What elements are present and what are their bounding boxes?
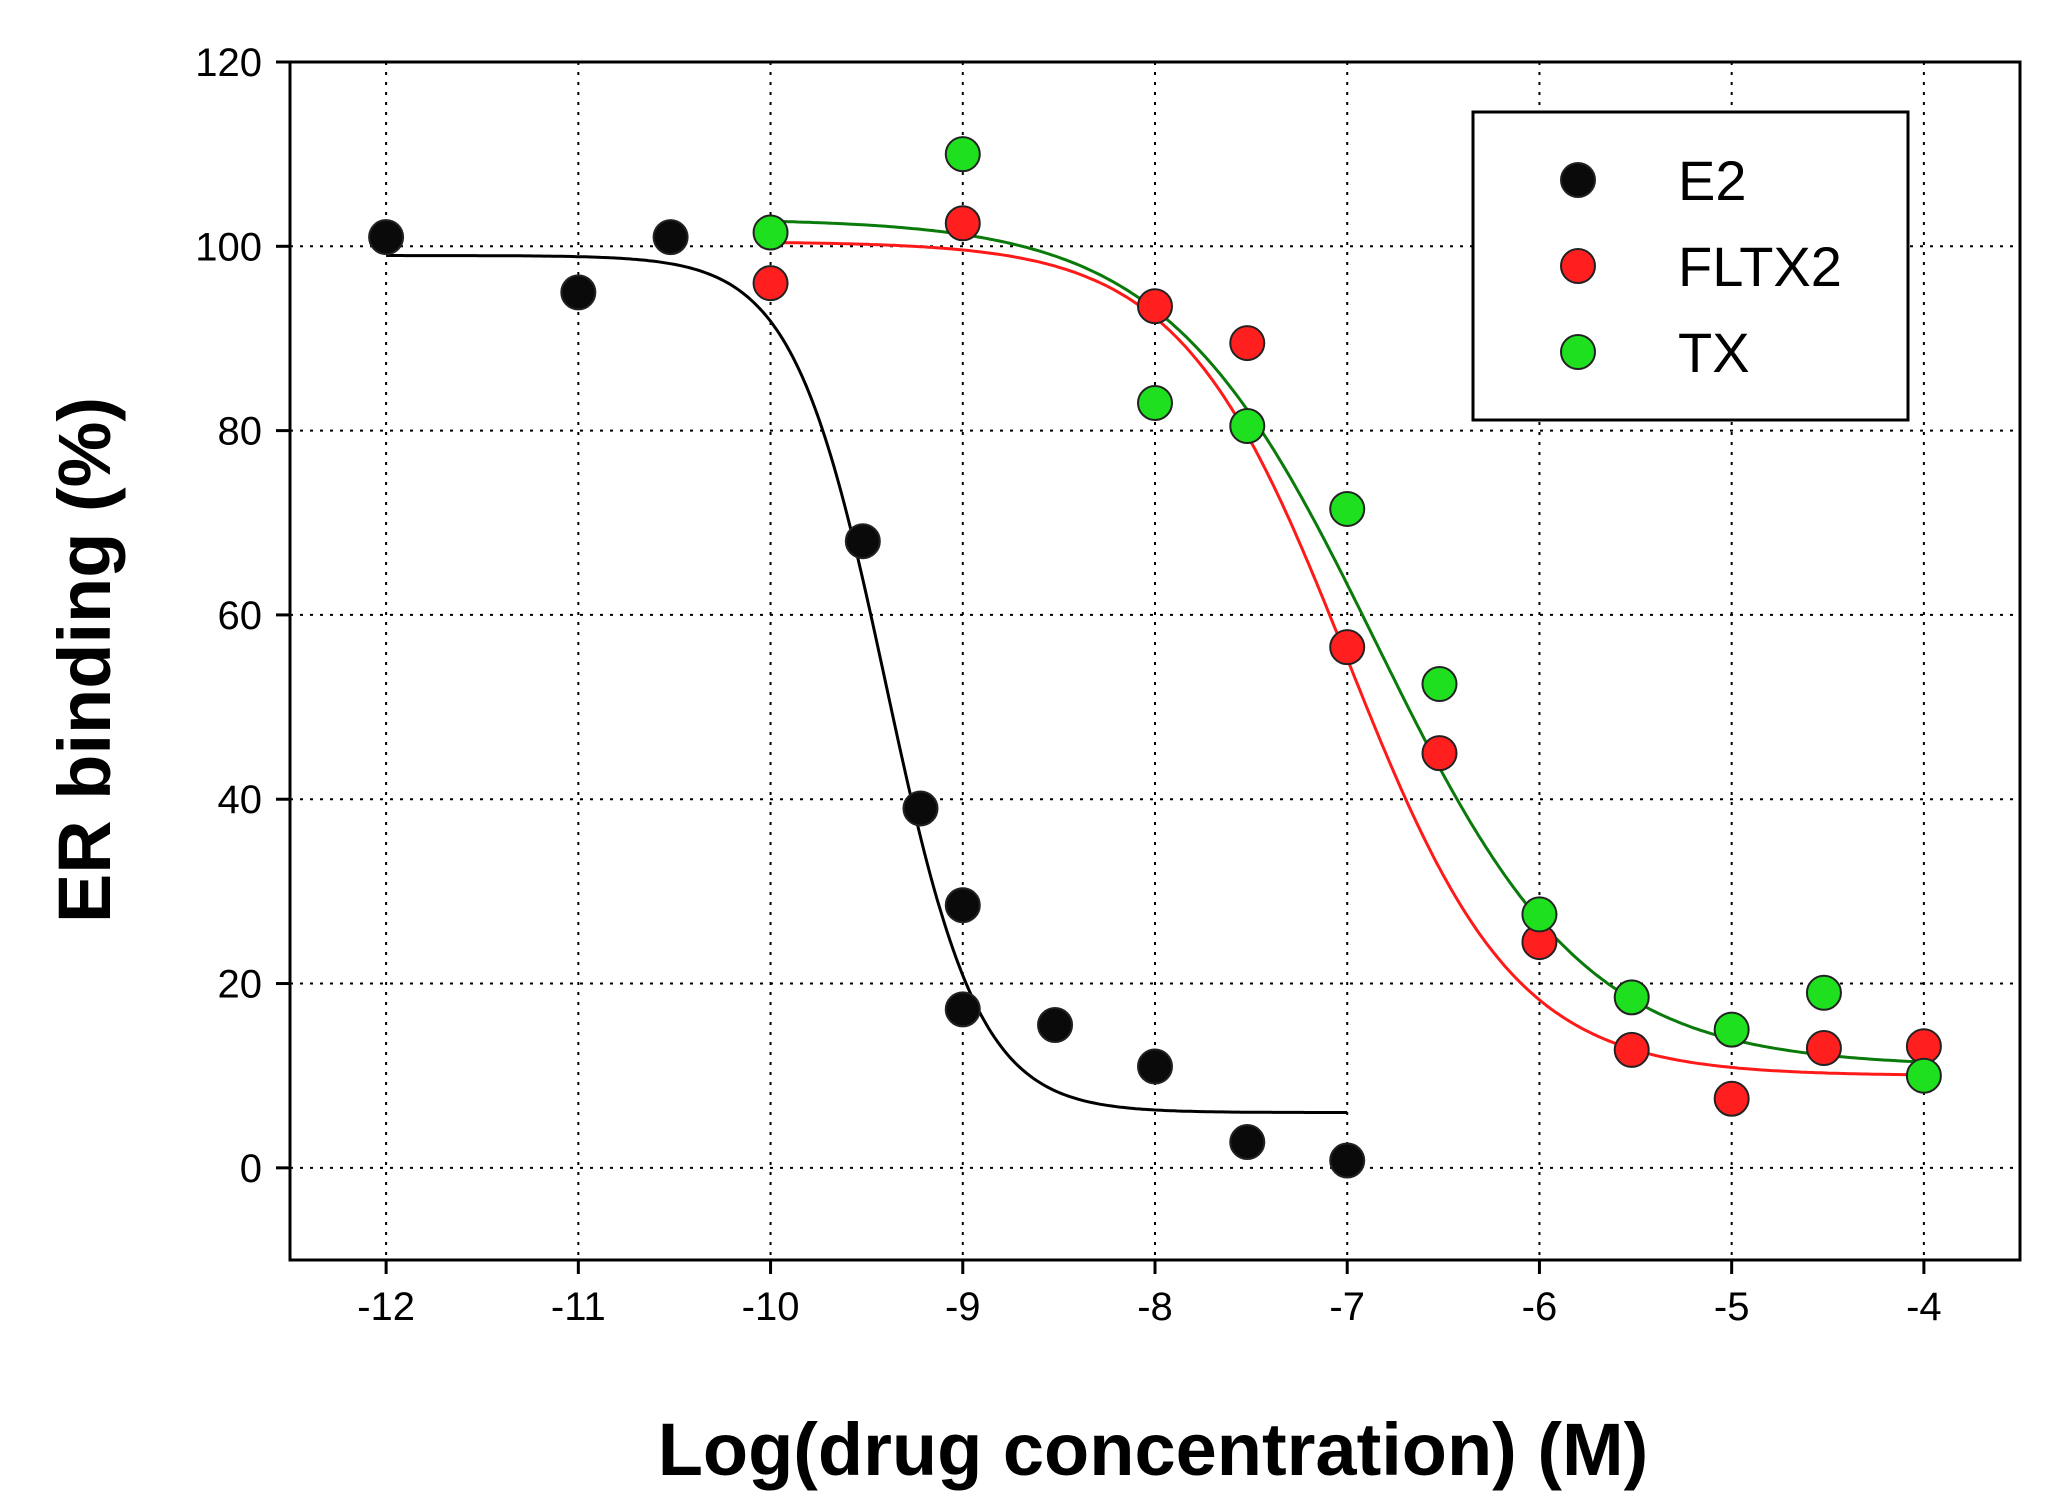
legend-label-e2: E2	[1678, 149, 1747, 212]
data-point-e2	[1329, 1142, 1366, 1179]
y-tick-label: 80	[218, 410, 263, 454]
data-point-tx	[1329, 490, 1366, 527]
x-tick-label: -7	[1329, 1285, 1365, 1329]
x-tick-label: -9	[945, 1285, 981, 1329]
x-tick-label: -5	[1714, 1285, 1750, 1329]
y-tick-label: 0	[240, 1147, 262, 1191]
ticks-layer: -12 -11 -10 -9 -8 -7 -6 -5 -4 0 20 40 60 80 100 120	[195, 41, 1941, 1329]
x-tick-label: -11	[551, 1285, 606, 1329]
data-point-tx	[1805, 974, 1842, 1011]
legend: E2 FLTX2 TX	[1471, 110, 1910, 422]
data-point-fltx2	[1229, 325, 1266, 362]
data-point-e2	[368, 219, 405, 256]
x-tick-label: -12	[357, 1285, 415, 1329]
y-tick-label: 60	[218, 594, 263, 638]
y-tick-label: 120	[195, 41, 262, 85]
data-point-fltx2	[1713, 1080, 1750, 1117]
x-tick-label: -6	[1522, 1285, 1558, 1329]
data-point-tx	[752, 214, 789, 251]
data-point-e2	[1229, 1124, 1266, 1161]
data-point-tx	[1229, 408, 1266, 445]
legend-marker-fltx2	[1560, 248, 1596, 284]
y-tick-label: 40	[218, 778, 263, 822]
y-tick-label: 100	[195, 225, 262, 269]
data-point-tx	[944, 136, 981, 173]
x-tick-label: -10	[742, 1285, 800, 1329]
data-point-e2	[944, 991, 981, 1028]
data-point-tx	[1421, 666, 1458, 703]
data-point-tx	[1137, 384, 1173, 421]
data-point-e2	[944, 887, 981, 924]
y-tick-label: 20	[218, 963, 263, 1007]
data-point-e2	[902, 790, 939, 827]
data-point-fltx2	[752, 265, 789, 302]
data-point-tx	[1713, 1011, 1750, 1048]
data-points	[368, 136, 1942, 1179]
data-point-e2	[560, 274, 597, 311]
data-point-e2	[1037, 1007, 1074, 1044]
legend-label-tx: TX	[1678, 321, 1750, 384]
data-point-tx	[1905, 1057, 1942, 1094]
data-point-fltx2	[1329, 629, 1366, 666]
y-axis-title: ER binding (%)	[43, 397, 126, 923]
data-point-tx	[1521, 896, 1558, 933]
legend-marker-e2	[1560, 162, 1596, 198]
data-point-tx	[1613, 979, 1650, 1016]
x-tick-label: -8	[1137, 1285, 1173, 1329]
data-point-fltx2	[1421, 735, 1458, 772]
fit-curve-e2	[386, 254, 1348, 1114]
data-point-fltx2	[1137, 288, 1173, 325]
legend-label-fltx2: FLTX2	[1678, 235, 1842, 298]
data-point-e2	[1137, 1048, 1173, 1085]
legend-box	[1471, 110, 1910, 422]
data-point-fltx2	[1613, 1031, 1650, 1068]
x-axis-title: Log(drug concentration) (M)	[658, 1408, 1649, 1491]
data-point-fltx2	[944, 205, 981, 242]
data-point-e2	[652, 219, 689, 256]
x-tick-label: -4	[1906, 1285, 1942, 1329]
data-point-fltx2	[1805, 1030, 1842, 1067]
legend-items: E2 FLTX2 TX	[1560, 149, 1842, 384]
data-point-e2	[844, 523, 881, 560]
legend-marker-tx	[1560, 334, 1596, 370]
